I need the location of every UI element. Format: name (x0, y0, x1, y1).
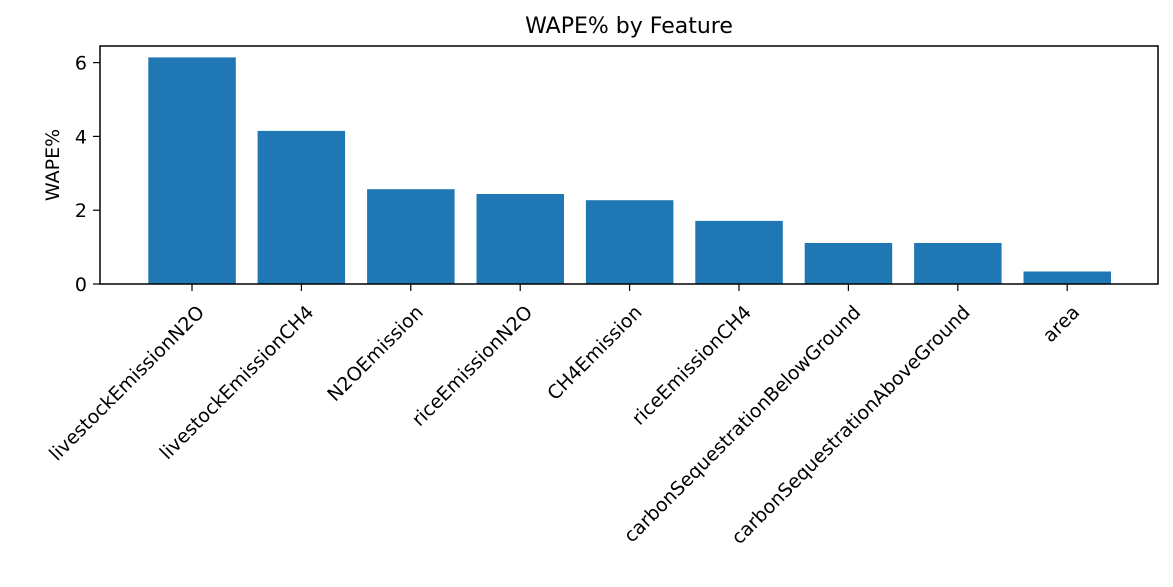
x-tick-label: area (1039, 301, 1085, 347)
bar-riceEmissionN2O (476, 194, 564, 284)
x-axis-ticks: livestockEmissionN2OlivestockEmissionCH4… (45, 284, 1084, 549)
bar-livestockEmissionN2O (148, 57, 236, 285)
y-axis-label: WAPE% (42, 129, 64, 201)
x-tick-label: riceEmissionCH4 (628, 301, 756, 429)
y-tick-label: 6 (75, 53, 87, 75)
x-tick-label: riceEmissionN2O (408, 301, 537, 430)
bar-livestockEmissionCH4 (257, 130, 346, 284)
bar-carbonSequestrationBelowGround (804, 243, 893, 284)
bar-area (1023, 271, 1111, 284)
chart-title: WAPE% by Feature (525, 14, 733, 39)
plot-frame (99, 45, 1159, 285)
y-tick-label: 0 (75, 274, 87, 296)
x-tick-label: carbonSequestrationBelowGround (620, 301, 866, 547)
bars-layer (148, 57, 1111, 285)
bar-riceEmissionCH4 (695, 220, 783, 284)
bar-N2OEmission (367, 189, 455, 284)
y-tick-label: 4 (75, 126, 87, 148)
bar-CH4Emission (585, 200, 674, 284)
x-tick-label: carbonSequestrationAboveGround (727, 301, 974, 548)
y-axis-ticks: 0 2 4 6 (75, 53, 100, 296)
y-tick-label: 2 (75, 200, 87, 222)
bar-carbonSequestrationAboveGround (914, 243, 1002, 284)
x-tick-label: CH4Emission (543, 301, 646, 404)
x-tick-label: N2OEmission (323, 301, 428, 406)
